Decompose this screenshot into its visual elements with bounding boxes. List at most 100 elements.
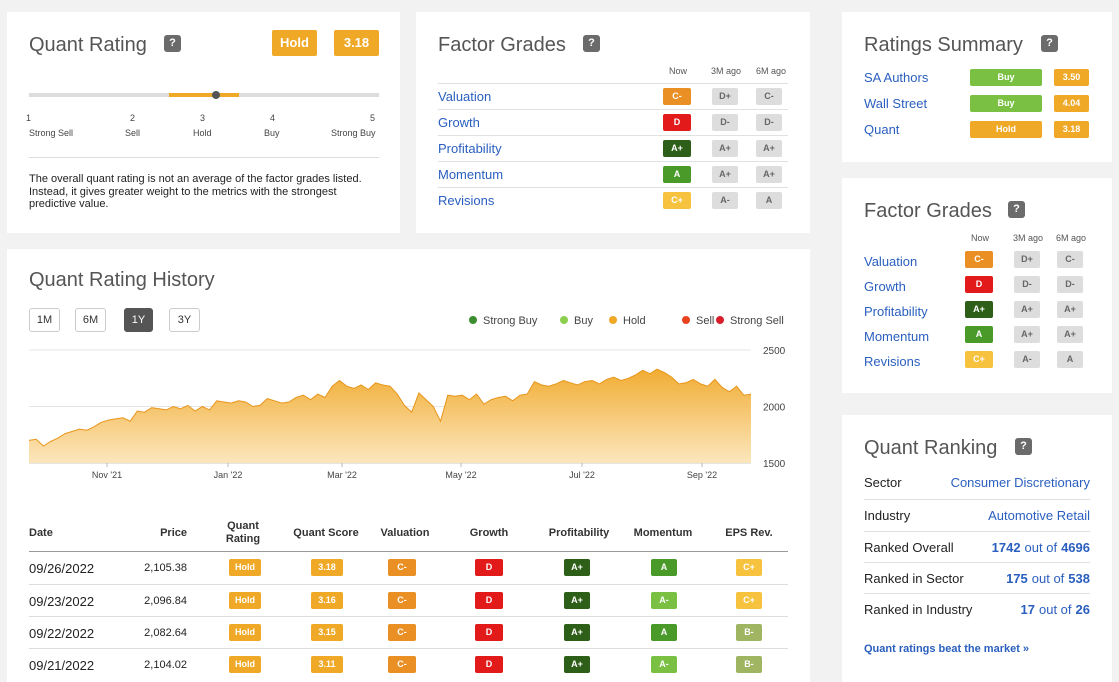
row-growth: D bbox=[475, 592, 503, 609]
scale-tick-label: Hold bbox=[193, 128, 212, 138]
help-icon[interactable]: ? bbox=[164, 35, 181, 52]
history-title: Quant Rating History bbox=[29, 269, 215, 291]
row-momentum: A- bbox=[651, 656, 677, 673]
quant-ratings-link[interactable]: Quant ratings beat the market » bbox=[864, 643, 1030, 655]
table-header[interactable]: Quant Score bbox=[293, 527, 359, 539]
factor-grades-side-title: Factor Grades bbox=[864, 200, 992, 222]
table-header[interactable]: Profitability bbox=[548, 527, 610, 539]
row-eps: C+ bbox=[736, 592, 762, 609]
scale-tick-label: Buy bbox=[264, 128, 280, 138]
summary-label[interactable]: SA Authors bbox=[864, 70, 929, 85]
legend-item[interactable]: Hold bbox=[609, 315, 646, 327]
legend-item[interactable]: Strong Buy bbox=[469, 315, 537, 327]
ranking-label: Sector bbox=[864, 475, 902, 490]
row-momentum: A bbox=[651, 559, 677, 576]
legend-item[interactable]: Strong Sell bbox=[716, 315, 784, 327]
legend-dot bbox=[469, 316, 477, 324]
row-score: 3.16 bbox=[311, 592, 343, 609]
table-header-divider bbox=[29, 551, 788, 552]
rank-of: out of bbox=[1024, 540, 1058, 555]
factor-label[interactable]: Revisions bbox=[864, 354, 921, 369]
range-button-3y[interactable]: 3Y bbox=[169, 308, 200, 332]
quant-rating-card: Quant Rating ? Hold 3.18 1 Strong Sell 2 Se… bbox=[7, 12, 400, 233]
table-header[interactable]: Price bbox=[160, 527, 187, 539]
row-score: 3.18 bbox=[311, 559, 343, 576]
factor-label[interactable]: Valuation bbox=[864, 254, 918, 269]
summary-rating-badge: Buy bbox=[970, 69, 1042, 86]
factor-label[interactable]: Momentum bbox=[864, 329, 930, 344]
x-tick-label: Jul '22 bbox=[569, 470, 595, 480]
factor-label[interactable]: Growth bbox=[438, 115, 480, 130]
help-icon[interactable]: ? bbox=[1008, 201, 1025, 218]
row-growth: D bbox=[475, 624, 503, 641]
quant-score-badge: 3.18 bbox=[334, 30, 379, 56]
row-eps: B- bbox=[736, 656, 762, 673]
factor-label[interactable]: Revisions bbox=[438, 193, 495, 208]
scale-tick-num: 4 bbox=[270, 113, 276, 123]
help-icon[interactable]: ? bbox=[1041, 35, 1058, 52]
legend-label: Buy bbox=[574, 315, 593, 327]
table-header[interactable]: Growth bbox=[469, 527, 509, 539]
legend-item[interactable]: Buy bbox=[560, 315, 593, 327]
row-profitability: A+ bbox=[564, 592, 590, 609]
rank-row: Ranked Overall 1742 out of 4696 bbox=[864, 531, 1090, 563]
scale-tick-label: Strong Sell bbox=[29, 128, 74, 138]
range-button-1y[interactable]: 1Y bbox=[124, 308, 153, 332]
factor-grades-title: Factor Grades bbox=[438, 34, 566, 56]
rank-value: 17 out of 26 bbox=[1021, 602, 1090, 617]
factor-label[interactable]: Growth bbox=[864, 279, 906, 294]
grade-6m: D- bbox=[756, 114, 782, 131]
range-button-6m[interactable]: 6M bbox=[75, 308, 106, 332]
scale-tick-num: 5 bbox=[370, 113, 376, 123]
table-header[interactable]: Date bbox=[29, 527, 53, 539]
grade-now: A+ bbox=[663, 140, 691, 157]
quant-rating-badge: Hold bbox=[272, 30, 317, 56]
grade-3m: A+ bbox=[712, 166, 738, 183]
range-button-1m[interactable]: 1M bbox=[29, 308, 60, 332]
rank-value: 175 out of 538 bbox=[1006, 571, 1090, 586]
table-header[interactable]: Momentum bbox=[633, 527, 693, 539]
quant-ranking-card: Quant Ranking ? Quant ratings beat the m… bbox=[842, 415, 1112, 682]
rank-number: 17 bbox=[1020, 602, 1035, 617]
col-now: Now bbox=[668, 66, 687, 76]
factor-label[interactable]: Profitability bbox=[438, 141, 502, 156]
factor-row-growth: Growth D D- D- bbox=[438, 109, 788, 135]
row-rating: Hold bbox=[229, 656, 261, 673]
summary-rating-badge: Buy bbox=[970, 95, 1042, 112]
factor-label[interactable]: Profitability bbox=[864, 304, 928, 319]
legend-dot bbox=[560, 316, 568, 324]
row-valuation: C- bbox=[388, 624, 416, 641]
row-rating: Hold bbox=[229, 559, 261, 576]
scale-tick-num: 2 bbox=[130, 113, 136, 123]
y-tick-label: 2500 bbox=[763, 346, 786, 357]
rating-scale-range bbox=[169, 93, 239, 97]
table-row: 09/23/2022 2,096.84 Hold 3.16 C- D A+ A- C+ bbox=[29, 584, 788, 616]
y-tick-label: 2000 bbox=[763, 403, 786, 414]
ranking-value[interactable]: Automotive Retail bbox=[988, 508, 1090, 523]
grade-3m: A+ bbox=[712, 140, 738, 157]
summary-label[interactable]: Quant bbox=[864, 122, 900, 137]
summary-label[interactable]: Wall Street bbox=[864, 96, 928, 111]
table-header[interactable]: Valuation bbox=[380, 527, 430, 539]
grade-3m: A+ bbox=[1014, 301, 1040, 318]
quant-rating-description: The overall quant rating is not an avera… bbox=[29, 173, 362, 210]
x-tick-label: May '22 bbox=[445, 470, 476, 480]
rating-area bbox=[29, 369, 751, 463]
table-header[interactable]: EPS Rev. bbox=[725, 527, 773, 539]
grade-now: C+ bbox=[965, 351, 993, 368]
factor-grades-side-card: Factor Grades ? Now 3M ago 6M ago Valuat… bbox=[842, 178, 1112, 393]
legend-label: Strong Buy bbox=[483, 315, 538, 327]
row-price: 2,096.84 bbox=[144, 595, 187, 607]
grade-3m: D- bbox=[712, 114, 738, 131]
legend-item[interactable]: Sell bbox=[682, 315, 714, 327]
factor-label[interactable]: Momentum bbox=[438, 167, 504, 182]
grade-now: A bbox=[965, 326, 993, 343]
quant-rating-history-card: Quant Rating History 1500 2000 2500 Nov '21… bbox=[7, 249, 810, 682]
ranking-value[interactable]: Consumer Discretionary bbox=[950, 475, 1090, 490]
row-rating: Hold bbox=[229, 624, 261, 641]
factor-label[interactable]: Valuation bbox=[438, 89, 492, 104]
help-icon[interactable]: ? bbox=[583, 35, 600, 52]
help-icon[interactable]: ? bbox=[1015, 438, 1032, 455]
grade-6m: C- bbox=[756, 88, 782, 105]
table-header[interactable]: Quant Rating bbox=[225, 520, 261, 545]
